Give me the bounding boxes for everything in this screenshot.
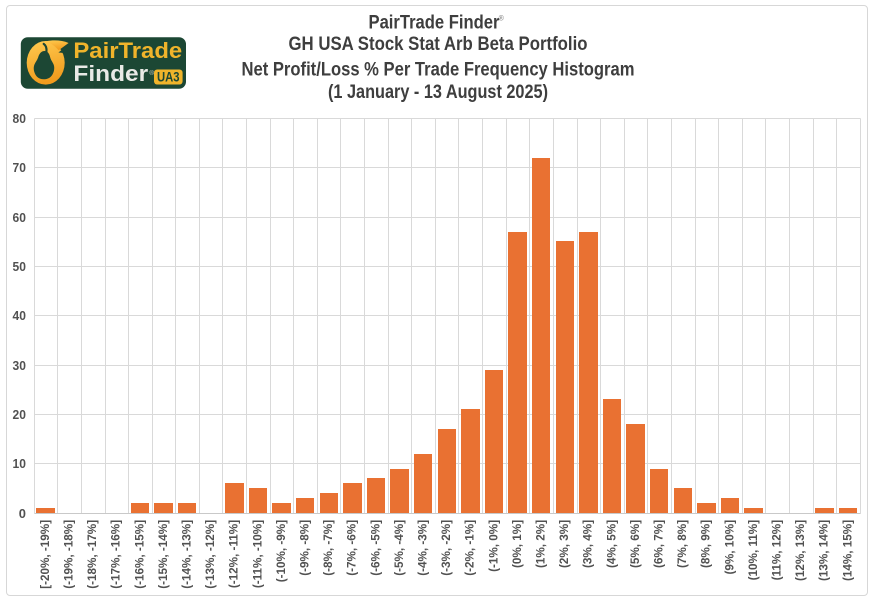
svg-text:(11%, 12%]: (11%, 12%] [769,520,783,580]
svg-text:(1 January - 13 August 2025): (1 January - 13 August 2025) [328,81,548,103]
svg-text:(-7%, -6%]: (-7%, -6%] [344,520,358,576]
svg-text:PairTrade: PairTrade [73,38,182,63]
svg-text:(3%, 4%]: (3%, 4%] [580,520,594,568]
svg-text:(12%, 13%]: (12%, 13%] [793,520,807,581]
svg-text:(-13%, -12%]: (-13%, -12%] [203,520,217,589]
svg-text:(-2%, -1%]: (-2%, -1%] [462,520,476,576]
svg-text:(2%, 3%]: (2%, 3%] [557,520,571,568]
svg-text:(9%, 10%]: (9%, 10%] [722,520,736,575]
svg-text:40: 40 [13,308,26,323]
svg-text:(-16%, -15%]: (-16%, -15%] [132,520,146,589]
svg-text:(-9%, -8%]: (-9%, -8%] [297,520,311,576]
svg-text:(6%, 7%]: (6%, 7%] [651,520,665,568]
svg-text:20: 20 [13,407,26,422]
svg-text:(8%, 9%]: (8%, 9%] [698,520,712,568]
svg-text:0: 0 [19,506,26,521]
svg-text:®: ® [499,15,505,23]
svg-text:80: 80 [13,111,26,126]
svg-text:[-20%, -19%]: [-20%, -19%] [38,520,52,589]
svg-text:60: 60 [13,210,26,225]
svg-text:®: ® [149,69,154,77]
svg-text:(13%, 14%]: (13%, 14%] [816,520,830,581]
svg-text:(7%, 8%]: (7%, 8%] [675,520,689,568]
svg-text:(-14%, -13%]: (-14%, -13%] [179,520,193,589]
svg-text:PairTrade Finder: PairTrade Finder [369,12,500,34]
svg-text:(4%, 5%]: (4%, 5%] [604,520,618,568]
svg-text:(-15%, -14%]: (-15%, -14%] [156,520,170,589]
svg-text:(-5%, -4%]: (-5%, -4%] [392,520,406,576]
svg-text:(-1%, 0%]: (-1%, 0%] [486,520,500,572]
svg-text:(-17%, -16%]: (-17%, -16%] [108,520,122,589]
svg-text:50: 50 [13,259,26,274]
svg-text:10: 10 [13,456,26,471]
svg-text:(14%, 15%]: (14%, 15%] [840,520,854,581]
svg-text:(-3%, -2%]: (-3%, -2%] [439,520,453,576]
svg-text:GH USA Stock Stat Arb Beta Por: GH USA Stock Stat Arb Beta Portfolio [289,33,588,55]
svg-text:(-8%, -7%]: (-8%, -7%] [321,520,335,576]
svg-text:(-11%, -10%]: (-11%, -10%] [250,520,264,588]
svg-text:(-18%, -17%]: (-18%, -17%] [85,520,99,589]
svg-text:(-10%, -9%]: (-10%, -9%] [274,520,288,582]
svg-text:Net Profit/Loss % Per Trade Fr: Net Profit/Loss % Per Trade Frequency Hi… [242,58,635,80]
svg-text:(10%, 11%]: (10%, 11%] [746,520,760,580]
svg-text:30: 30 [13,358,26,373]
svg-text:(-6%, -5%]: (-6%, -5%] [368,520,382,576]
svg-text:UA3: UA3 [157,69,180,84]
svg-text:(1%, 2%]: (1%, 2%] [533,520,547,568]
svg-text:(5%, 6%]: (5%, 6%] [628,520,642,568]
svg-text:Finder: Finder [73,61,148,86]
svg-text:(-19%, -18%]: (-19%, -18%] [61,520,75,589]
svg-text:70: 70 [13,160,26,175]
svg-text:(0%, 1%]: (0%, 1%] [510,520,524,568]
svg-text:(-12%, -11%]: (-12%, -11%] [226,520,240,588]
svg-text:(-4%, -3%]: (-4%, -3%] [415,520,429,576]
